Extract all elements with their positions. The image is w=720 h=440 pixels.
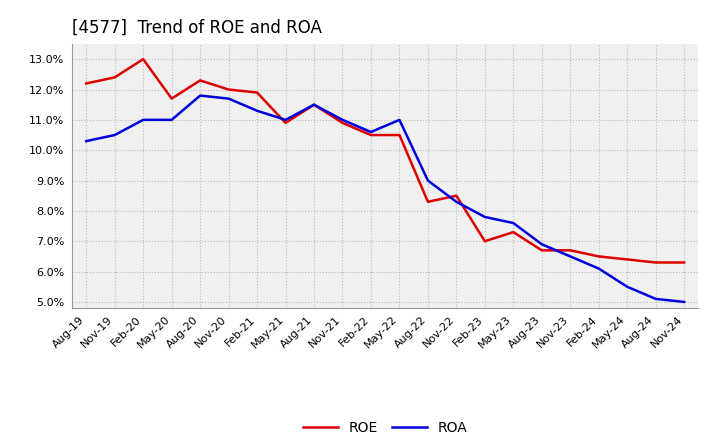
ROE xyxy=(652,260,660,265)
ROA xyxy=(310,102,318,107)
ROA xyxy=(196,93,204,98)
ROA xyxy=(623,284,631,290)
ROE xyxy=(282,120,290,125)
ROA xyxy=(110,132,119,138)
ROA xyxy=(139,117,148,122)
ROE xyxy=(366,132,375,138)
ROE xyxy=(225,87,233,92)
ROA xyxy=(509,220,518,226)
ROA xyxy=(366,129,375,135)
ROA xyxy=(566,254,575,259)
ROE xyxy=(167,96,176,101)
ROE xyxy=(566,248,575,253)
ROE xyxy=(623,257,631,262)
Text: [4577]  Trend of ROE and ROA: [4577] Trend of ROE and ROA xyxy=(72,19,322,37)
ROE xyxy=(139,56,148,62)
ROE xyxy=(82,81,91,86)
ROE xyxy=(338,120,347,125)
ROE xyxy=(480,238,489,244)
ROE xyxy=(680,260,688,265)
ROE xyxy=(310,102,318,107)
Line: ROE: ROE xyxy=(86,59,684,263)
ROE xyxy=(509,230,518,235)
ROE xyxy=(537,248,546,253)
Line: ROA: ROA xyxy=(86,95,684,302)
ROA xyxy=(423,178,432,183)
ROA xyxy=(480,214,489,220)
ROA xyxy=(338,117,347,122)
ROE xyxy=(110,75,119,80)
ROE xyxy=(196,78,204,83)
ROA xyxy=(537,242,546,247)
ROA xyxy=(253,108,261,114)
ROA xyxy=(395,117,404,122)
ROA xyxy=(225,96,233,101)
ROA xyxy=(82,139,91,144)
ROE xyxy=(395,132,404,138)
ROA xyxy=(282,117,290,122)
ROE xyxy=(253,90,261,95)
ROA xyxy=(452,199,461,205)
ROE xyxy=(452,193,461,198)
ROA xyxy=(595,266,603,271)
Legend: ROE, ROA: ROE, ROA xyxy=(297,415,473,440)
ROA xyxy=(652,296,660,301)
ROA xyxy=(680,299,688,304)
ROE xyxy=(595,254,603,259)
ROA xyxy=(167,117,176,122)
ROE xyxy=(423,199,432,205)
